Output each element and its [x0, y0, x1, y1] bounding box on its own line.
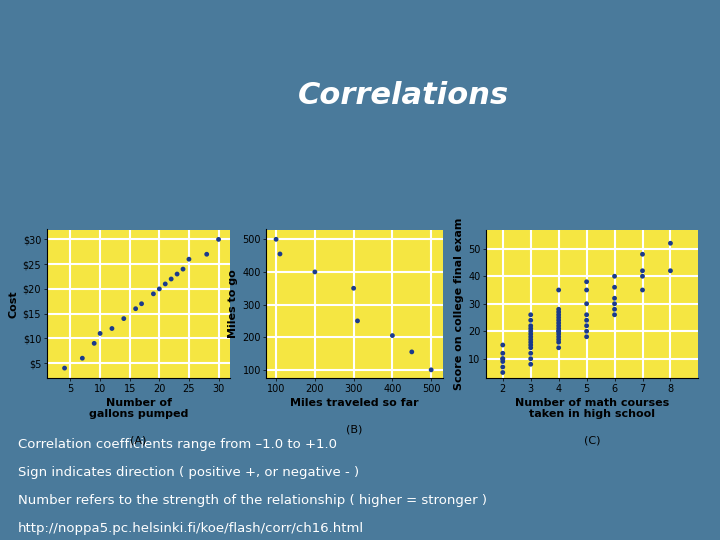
Point: [160, 280, 171, 288]
Point: [636, 272, 648, 281]
Point: [581, 278, 593, 286]
Point: [153, 285, 165, 293]
Point: [553, 305, 564, 314]
Point: [89, 339, 100, 348]
Point: [94, 329, 106, 338]
Point: [525, 321, 536, 330]
Y-axis label: Score on college final exam: Score on college final exam: [454, 218, 464, 390]
Point: [553, 330, 564, 339]
Point: [497, 357, 508, 366]
Text: (B): (B): [346, 425, 363, 435]
Point: [497, 363, 508, 372]
Point: [497, 349, 508, 357]
Point: [553, 286, 564, 294]
Point: [497, 341, 508, 349]
Point: [553, 333, 564, 341]
Point: [525, 341, 536, 349]
Point: [525, 338, 536, 347]
Point: [406, 348, 418, 356]
Text: Correlations: Correlations: [297, 82, 509, 110]
Point: [525, 324, 536, 333]
Point: [665, 266, 676, 275]
Point: [636, 266, 648, 275]
Point: [352, 316, 364, 325]
Point: [309, 268, 320, 276]
Point: [553, 327, 564, 335]
Point: [553, 308, 564, 316]
Text: http://noppa5.pc.helsinki.fi/koe/flash/corr/ch16.html: http://noppa5.pc.helsinki.fi/koe/flash/c…: [18, 522, 364, 535]
Point: [106, 324, 117, 333]
Point: [609, 310, 621, 319]
Point: [609, 294, 621, 302]
Point: [581, 321, 593, 330]
Point: [426, 366, 437, 374]
Point: [609, 283, 621, 292]
Point: [118, 314, 130, 323]
X-axis label: Number of math courses
taken in high school: Number of math courses taken in high sch…: [515, 398, 670, 420]
Point: [525, 343, 536, 352]
Point: [636, 250, 648, 259]
Point: [387, 331, 398, 340]
Point: [525, 327, 536, 335]
Point: [183, 255, 194, 264]
Text: Number refers to the strength of the relationship ( higher = stronger ): Number refers to the strength of the rel…: [18, 494, 487, 507]
Point: [553, 316, 564, 325]
Point: [130, 305, 141, 313]
Point: [665, 239, 676, 247]
Point: [59, 364, 71, 373]
Point: [525, 330, 536, 339]
Text: Sign indicates direction ( positive +, or negative - ): Sign indicates direction ( positive +, o…: [18, 466, 359, 479]
Point: [201, 250, 212, 259]
Point: [270, 235, 282, 244]
Point: [581, 310, 593, 319]
Point: [136, 299, 148, 308]
Point: [525, 354, 536, 363]
Point: [525, 360, 536, 369]
Point: [581, 286, 593, 294]
Point: [553, 335, 564, 344]
Text: (C): (C): [584, 435, 600, 445]
Point: [553, 343, 564, 352]
X-axis label: Miles traveled so far: Miles traveled so far: [290, 398, 419, 408]
Point: [609, 299, 621, 308]
Point: [581, 316, 593, 325]
Point: [581, 327, 593, 335]
Point: [581, 333, 593, 341]
Point: [636, 286, 648, 294]
Point: [177, 265, 189, 273]
Point: [525, 335, 536, 344]
Point: [525, 316, 536, 325]
Point: [171, 270, 183, 279]
Text: Correlation coefficients range from –1.0 to +1.0: Correlation coefficients range from –1.0…: [18, 438, 337, 451]
Point: [553, 324, 564, 333]
Point: [525, 333, 536, 341]
Point: [609, 272, 621, 281]
Point: [525, 310, 536, 319]
Point: [148, 289, 159, 298]
Point: [553, 310, 564, 319]
Point: [553, 338, 564, 347]
X-axis label: Number of
gallons pumped: Number of gallons pumped: [89, 398, 189, 420]
Point: [497, 354, 508, 363]
Point: [213, 235, 225, 244]
Point: [166, 275, 177, 284]
Y-axis label: Miles to go: Miles to go: [228, 269, 238, 338]
Point: [76, 354, 88, 362]
Point: [497, 354, 508, 363]
Point: [553, 319, 564, 327]
Point: [609, 305, 621, 314]
Point: [553, 327, 564, 335]
Point: [581, 299, 593, 308]
Point: [553, 313, 564, 322]
Point: [274, 249, 286, 258]
Point: [553, 321, 564, 330]
Text: (A): (A): [130, 435, 147, 445]
Y-axis label: Cost: Cost: [9, 290, 19, 318]
Point: [348, 284, 359, 293]
Point: [525, 349, 536, 357]
Point: [497, 368, 508, 377]
